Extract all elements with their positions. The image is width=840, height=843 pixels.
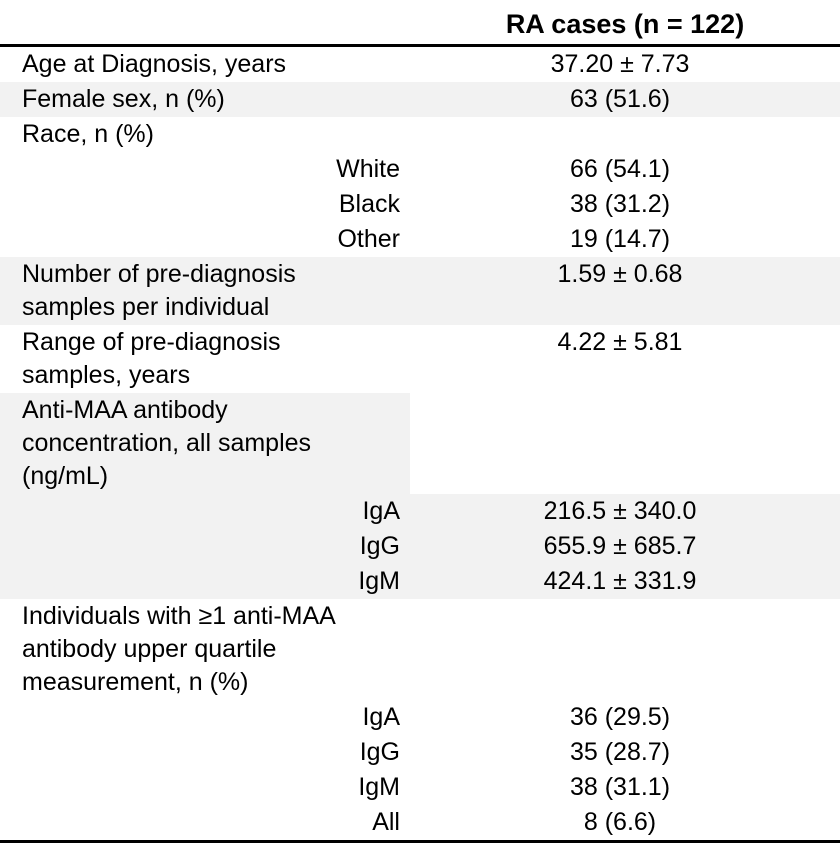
row-value: 8 (6.6) [583,808,657,836]
row-value [410,599,840,700]
row-value: 1.59 ± 0.68 [410,257,840,325]
table-body: Age at Diagnosis, years 37.20 ± 7.73 Femal… [0,47,840,840]
row-value: 424.1 ± 331.9 [410,564,840,599]
row-label: IgG [359,738,400,766]
table-row: IgG 655.9 ± 685.7 [0,529,840,564]
table-row: Female sex, n (%) 63 (51.6) [0,82,840,117]
row-value: 4.22 ± 5.81 [557,328,683,356]
row-label: Individuals with ≥1 anti-MAA antibody up… [22,602,335,696]
table-row: IgM 38 (31.1) [0,770,840,805]
row-value: 37.20 ± 7.73 [550,50,690,78]
table-row: Range of pre-diagnosis samples, years 4.2… [0,325,840,393]
row-value: 63 (51.6) [410,82,840,117]
table-row: Individuals with ≥1 anti-MAA antibody up… [0,599,840,700]
row-value: 655.9 ± 685.7 [410,529,840,564]
row-label: IgM [358,773,400,801]
table-row: Age at Diagnosis, years 37.20 ± 7.73 [0,47,840,82]
table-row: Black 38 (31.2) [0,187,840,222]
table-row: IgA 216.5 ± 340.0 [0,494,840,529]
row-value: 38 (31.2) [569,190,671,218]
row-label: Age at Diagnosis, years [22,50,287,78]
row-label: White [336,155,400,183]
row-value: 38 (31.1) [569,773,671,801]
row-value [410,117,840,152]
table-row: White 66 (54.1) [0,152,840,187]
row-value: 66 (54.1) [569,155,671,183]
row-value: 35 (28.7) [569,738,671,766]
table-row: IgG 35 (28.7) [0,735,840,770]
table-row: Race, n (%) [0,117,840,152]
row-label: IgA [362,703,400,731]
table-row: IgM 424.1 ± 331.9 [0,564,840,599]
row-value: 216.5 ± 340.0 [410,494,840,529]
row-label: Range of pre-diagnosis samples, years [22,328,281,389]
row-label: IgG [0,529,410,564]
row-label: Black [338,190,400,218]
row-label: Number of pre-diagnosis samples per indi… [0,257,410,325]
row-label: Anti-MAA antibody concentration, all sam… [0,393,410,494]
row-value: 36 (29.5) [569,703,671,731]
row-value [410,393,840,494]
row-label: All [372,808,400,836]
row-label: IgM [0,564,410,599]
row-label: Female sex, n (%) [0,82,410,117]
table-row: All 8 (6.6) [0,805,840,840]
table-row: Anti-MAA antibody concentration, all sam… [0,393,840,494]
header-ra-cases: RA cases (n = 122) [505,9,745,39]
row-label: IgA [0,494,410,529]
table-row: IgA 36 (29.5) [0,700,840,735]
row-label: Other [337,225,400,253]
table-row: Other 19 (14.7) [0,222,840,257]
row-label: Race, n (%) [22,120,154,148]
header-empty-cell [0,7,410,42]
row-value: 19 (14.7) [569,225,671,253]
table-header-row: RA cases (n = 122) [0,0,840,47]
table-row: Number of pre-diagnosis samples per indi… [0,257,840,325]
